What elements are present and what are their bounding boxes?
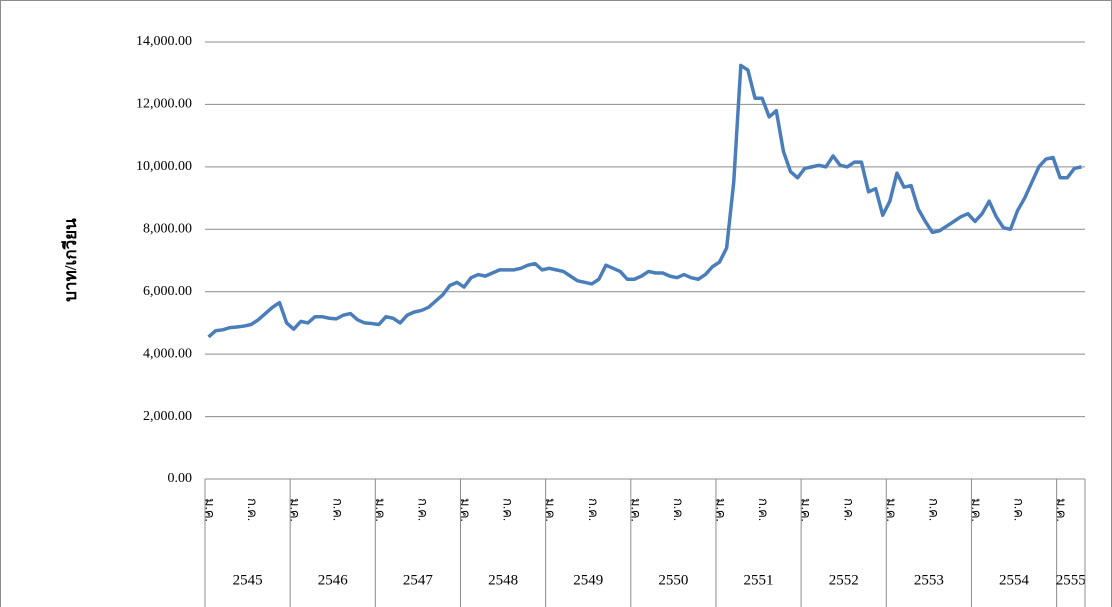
y-tick-label: 2,000.00 — [143, 409, 192, 424]
x-tick-label: ม.ค. — [288, 498, 303, 522]
year-label: 2548 — [488, 572, 518, 588]
x-tick-label: ม.ค. — [203, 498, 218, 522]
x-tick-label: ก.ค. — [586, 498, 601, 521]
x-tick-label: ก.ค. — [926, 498, 941, 521]
x-tick-label: ม.ค. — [884, 498, 899, 522]
x-tick-label: ม.ค. — [1054, 498, 1069, 522]
x-tick-label: ม.ค. — [799, 498, 814, 522]
year-label: 2546 — [318, 572, 349, 588]
x-tick-label: ม.ค. — [628, 498, 643, 522]
y-tick-label: 4,000.00 — [143, 346, 192, 361]
x-tick-label: ก.ค. — [330, 498, 345, 521]
x-tick-label: ก.ค. — [415, 498, 430, 521]
y-tick-label: 12,000.00 — [136, 97, 192, 112]
year-label: 2553 — [914, 572, 944, 588]
x-tick-label: ก.ค. — [841, 498, 856, 521]
year-label: 2547 — [403, 572, 434, 588]
year-label: 2552 — [829, 572, 859, 588]
y-tick-label: 6,000.00 — [143, 284, 192, 299]
year-label: 2554 — [999, 572, 1030, 588]
y-axis-label: บาท/เกวียน — [60, 218, 80, 302]
data-line — [207, 63, 1082, 339]
x-tick-label: ก.ค. — [756, 498, 771, 521]
year-label: 2551 — [744, 572, 774, 588]
y-tick-label: 0.00 — [168, 471, 193, 486]
year-label: 2555 — [1056, 572, 1086, 588]
x-tick-label: ม.ค. — [458, 498, 473, 522]
x-tick-label: ก.ค. — [671, 498, 686, 521]
x-tick-label: ก.ค. — [245, 498, 260, 521]
x-tick-label: ม.ค. — [969, 498, 984, 522]
x-tick-label: ม.ค. — [714, 498, 729, 522]
x-tick-label: ม.ค. — [543, 498, 558, 522]
y-tick-label: 8,000.00 — [143, 222, 192, 237]
x-tick-label: ก.ค. — [501, 498, 516, 521]
y-tick-label: 10,000.00 — [136, 159, 192, 174]
y-tick-label: 14,000.00 — [136, 34, 192, 49]
x-tick-label: ม.ค. — [373, 498, 388, 522]
x-tick-label: ก.ค. — [1012, 498, 1027, 521]
year-label: 2549 — [573, 572, 603, 588]
year-label: 2545 — [233, 572, 263, 588]
year-label: 2550 — [658, 572, 688, 588]
